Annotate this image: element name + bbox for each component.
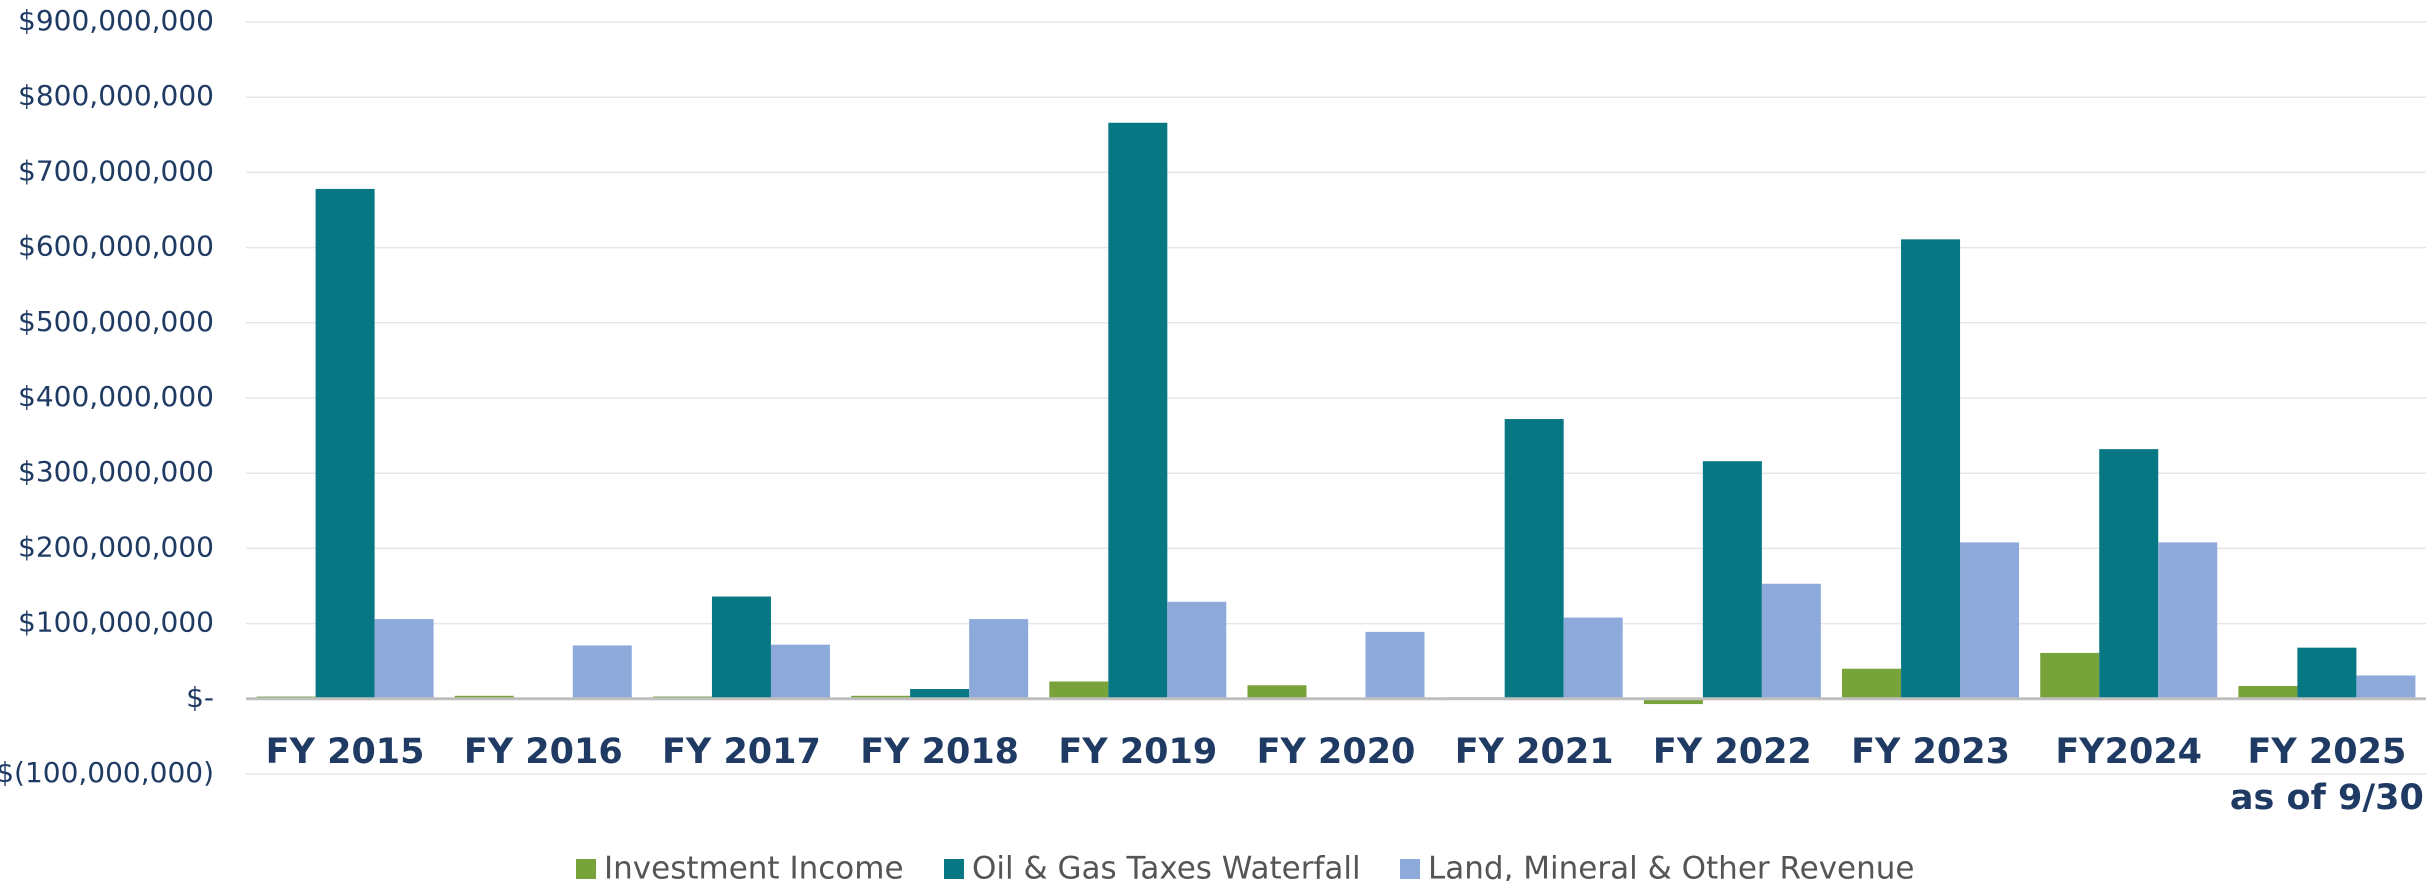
bar — [572, 645, 632, 699]
bar — [1247, 685, 1307, 699]
x-tick-label-box: FY 2025 as of 9/30 — [2229, 732, 2424, 818]
x-tick-label-box: FY 2020 — [1256, 732, 1416, 772]
x-tick-label: FY 2018 — [860, 732, 1020, 772]
bar — [315, 188, 375, 699]
x-tick-label-box: FY 2016 — [463, 732, 623, 772]
bar — [1365, 631, 1425, 699]
legend-label: Oil & Gas Taxes Waterfall — [972, 851, 1361, 881]
bar — [2099, 449, 2159, 699]
y-tick-label: $(100,000,000) — [0, 756, 214, 789]
x-tick-label: FY 2023 — [1851, 732, 2010, 772]
y-tick-label: $700,000,000 — [18, 154, 214, 187]
x-tick-label: FY 2025 as of 9/30 — [2229, 732, 2424, 818]
bar — [1643, 698, 1703, 705]
x-tick-label: FY 2015 — [265, 732, 425, 772]
y-tick-label: $200,000,000 — [18, 530, 214, 563]
x-tick-label-box: FY 2023 — [1851, 732, 2010, 772]
x-tick-label-box: FY 2019 — [1058, 732, 1218, 772]
y-tick-label: $- — [186, 681, 214, 714]
y-tick-label: $500,000,000 — [18, 305, 214, 338]
x-tick-label-box: FY 2015 — [265, 732, 425, 772]
x-tick-label-box: FY 2018 — [860, 732, 1020, 772]
x-tick-label-box: FY 2022 — [1652, 732, 1812, 772]
bar — [770, 644, 830, 699]
y-tick-label: $800,000,000 — [18, 79, 214, 112]
legend-swatch — [1400, 859, 1420, 879]
legend-swatch — [944, 859, 964, 879]
y-tick-label: $400,000,000 — [18, 380, 214, 413]
x-tick-label: FY 2017 — [662, 732, 821, 772]
bar — [2297, 647, 2357, 699]
bar — [2040, 652, 2100, 699]
x-tick-label: FY 2016 — [463, 732, 623, 772]
bar — [374, 619, 434, 699]
bar — [1901, 239, 1961, 699]
bar — [1504, 419, 1564, 699]
x-tick-label-box: FY 2021 — [1454, 732, 1614, 772]
y-tick-label: $900,000,000 — [18, 4, 214, 37]
x-tick-label: FY 2019 — [1058, 732, 1218, 772]
x-tick-label: FY 2020 — [1256, 732, 1416, 772]
x-tick-label: FY 2022 — [1652, 732, 1812, 772]
bar — [1960, 542, 2020, 699]
bar — [1108, 122, 1168, 699]
x-tick-label-box: FY2024 — [2055, 732, 2203, 772]
bar — [711, 596, 771, 699]
legend-label: Investment Income — [604, 851, 904, 881]
bar — [1702, 461, 1762, 699]
y-tick-label: $300,000,000 — [18, 455, 214, 488]
bar — [1761, 583, 1821, 699]
bar — [1049, 681, 1109, 699]
bar — [1842, 668, 1902, 699]
bar — [969, 619, 1029, 699]
bar — [2158, 542, 2218, 699]
bar — [851, 695, 911, 699]
bar — [454, 695, 514, 699]
bar — [2356, 675, 2416, 699]
bar — [910, 689, 970, 699]
x-tick-label: FY2024 — [2055, 732, 2203, 772]
y-tick-label: $600,000,000 — [18, 230, 214, 263]
bar — [1563, 617, 1623, 699]
y-tick-label: $100,000,000 — [18, 606, 214, 639]
x-tick-label: FY 2021 — [1454, 732, 1614, 772]
bar — [1167, 601, 1227, 699]
x-tick-label-box: FY 2017 — [662, 732, 821, 772]
legend-label: Land, Mineral & Other Revenue — [1428, 851, 1915, 881]
legend-swatch — [576, 859, 596, 879]
bar — [2238, 686, 2298, 699]
